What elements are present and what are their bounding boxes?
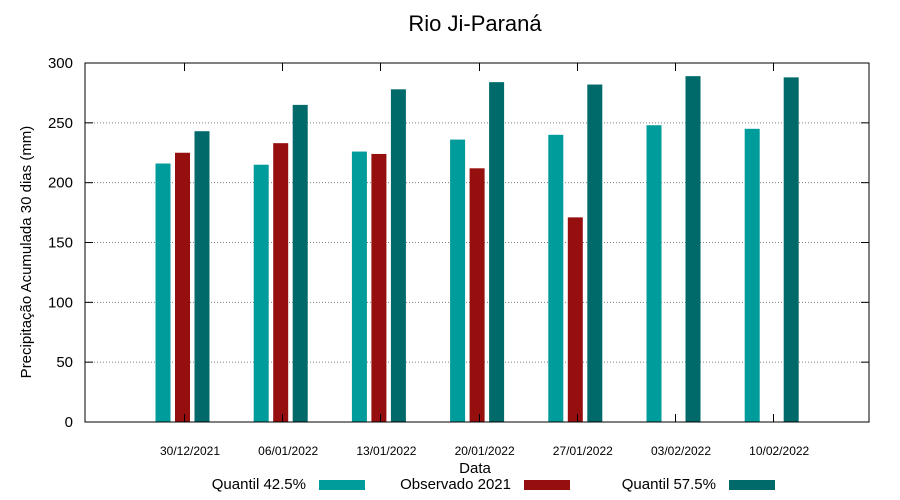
bar-q42 [548,134,564,423]
bar-q42 [351,151,367,422]
x-axis: 30/12/2021 06/01/2022 13/01/2022 20/01/2022… [160,63,810,458]
bar-observado [469,168,485,422]
bar-q42 [744,128,760,423]
legend-swatch [524,480,570,490]
bar-q42 [646,125,662,422]
x-tick-label: 13/01/2022 [356,444,416,458]
legend: Quantil 42.5% Observado 2021 Quantil 57.5% [212,476,775,493]
bar-q57 [292,104,308,422]
y-tick-label: 100 [48,294,73,311]
legend-label: Observado 2021 [400,476,511,493]
bar-q57 [390,89,406,423]
y-axis: 0 50 100 150 200 250 300 [48,55,869,431]
bar-observado [175,152,190,422]
bar-q57 [685,76,701,422]
y-axis-label: Precipitação Acumulada 30 dias (mm) [18,126,35,379]
y-tick-label: 0 [65,414,73,431]
x-tick-label: 20/01/2022 [455,444,515,458]
bar-observado [273,143,289,422]
y-tick-label: 300 [48,55,73,72]
bar-observado [567,217,583,422]
bars [155,76,799,423]
legend-swatch [729,480,775,490]
legend-label: Quantil 42.5% [212,476,306,493]
bar-q57 [489,82,505,422]
y-tick-label: 250 [48,115,73,132]
y-tick-label: 200 [48,175,73,192]
bar-q42 [155,163,171,422]
legend-swatch [319,480,365,490]
x-axis-label: Data [459,460,491,477]
x-tick-label: 30/12/2021 [160,444,220,458]
bar-q42 [450,139,466,422]
bar-q57 [194,131,210,422]
bar-q42 [253,164,269,422]
x-tick-label: 27/01/2022 [553,444,613,458]
y-tick-label: 150 [48,235,73,252]
chart-title: Rio Ji-Paraná [408,11,542,36]
bar-q57 [587,84,603,422]
bar-q57 [783,77,799,423]
x-tick-label: 03/02/2022 [651,444,711,458]
bar-observado [371,153,387,423]
x-tick-label: 06/01/2022 [258,444,318,458]
y-tick-label: 50 [56,354,73,371]
x-tick-label: 10/02/2022 [749,444,809,458]
legend-label: Quantil 57.5% [622,476,716,493]
